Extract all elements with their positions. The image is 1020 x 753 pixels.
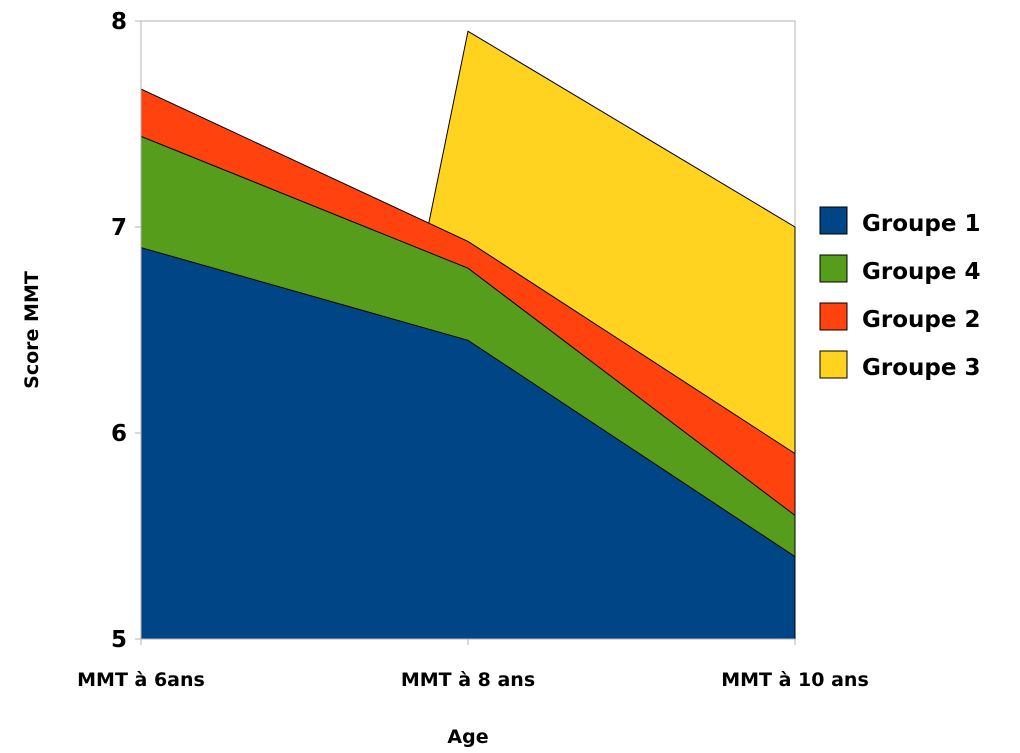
legend-label: Groupe 2 [862, 307, 980, 333]
legend-swatch [819, 350, 848, 379]
legend-swatch [819, 302, 848, 331]
legend-label: Groupe 3 [862, 355, 980, 381]
y-tick-labels: 5 6 7 8 [111, 9, 127, 653]
series-areas [140, 30, 796, 640]
legend-swatch [819, 206, 848, 235]
y-axis-title: Score MMT [21, 271, 43, 389]
y-tick-label: 6 [111, 421, 127, 447]
y-tick-label: 5 [111, 627, 127, 653]
legend-label: Groupe 1 [862, 211, 980, 237]
legend: Groupe 1 Groupe 4 Groupe 2 Groupe 3 [819, 206, 980, 381]
y-tick-label: 7 [111, 215, 127, 241]
x-tick-label: MMT à 8 ans [401, 669, 535, 691]
x-axis-title: Age [447, 726, 488, 748]
legend-swatch [819, 254, 848, 283]
y-tick-label: 8 [111, 9, 127, 35]
x-category-labels: MMT à 6ans MMT à 8 ans MMT à 10 ans [77, 669, 869, 691]
x-tick-label: MMT à 6ans [77, 669, 205, 691]
axes [135, 20, 796, 645]
x-tick-label: MMT à 10 ans [721, 669, 869, 691]
legend-label: Groupe 4 [862, 259, 980, 285]
